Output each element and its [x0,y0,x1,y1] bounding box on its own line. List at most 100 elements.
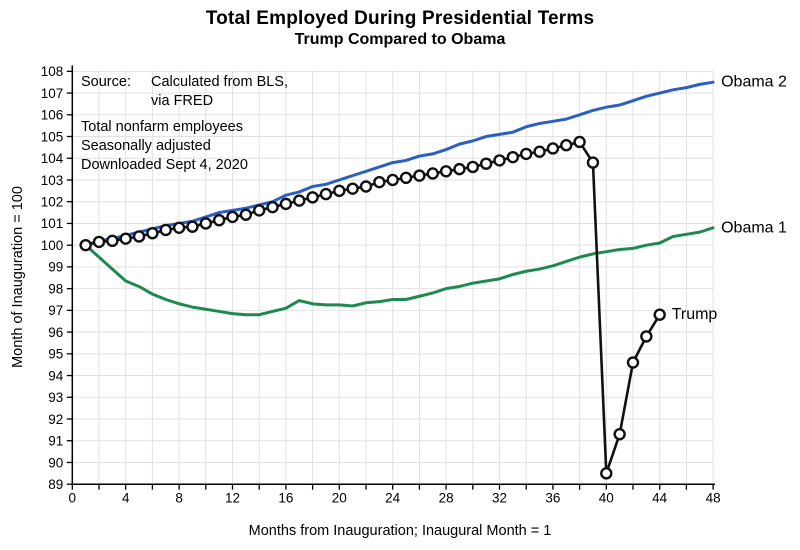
data-point-marker [426,167,439,180]
data-point-marker [613,428,626,441]
data-point-marker [586,156,600,169]
y-axis-title: Month of Inauguration = 100 [10,186,26,368]
data-point-marker [266,200,279,214]
x-tick-label: 8 [175,491,183,506]
x-tick-label: 24 [385,491,401,506]
data-point-marker [146,227,159,240]
chart-title: Total Employed During Presidential Terms [205,8,595,29]
note-line: Seasonally adjusted [81,138,211,154]
data-point-marker [346,182,359,195]
x-tick-label: 36 [545,491,560,506]
x-tick-label: 28 [439,491,454,506]
y-tick-label: 98 [48,281,63,296]
x-tick-label: 44 [652,491,668,506]
y-tick-label: 103 [41,173,64,188]
source-annotation: Source: Calculated from BLS, via FRED Tot… [81,73,288,175]
y-tick-label: 107 [41,86,64,101]
x-tick-label: 40 [599,491,614,506]
data-point-marker [573,135,586,149]
data-point-marker [132,230,146,243]
chart-subtitle: Trump Compared to Obama [294,31,506,48]
data-notes: Total nonfarm employees Seasonally adjus… [81,118,288,175]
y-tick-label: 104 [41,151,64,166]
data-point-marker [293,194,306,207]
data-point-marker [159,223,172,237]
source-line-1: Source: Calculated from BLS, [81,73,288,92]
data-point-marker [373,175,386,189]
series-obama-1-line [84,226,715,317]
series-trump-markers [79,135,666,480]
data-point-marker [239,208,253,221]
y-tick-label: 92 [48,412,63,427]
data-point-marker [253,204,266,217]
data-point-marker [212,213,226,227]
axes [66,65,716,490]
series-label-trump: Trump [672,306,718,323]
data-point-marker [520,147,533,161]
x-tick-label: 12 [225,491,240,506]
note-line: Total nonfarm employees [81,119,243,135]
data-point-marker [546,142,560,155]
data-point-marker [533,145,546,158]
data-point-marker [119,232,132,245]
y-tick-label: 105 [41,129,64,144]
data-point-marker [413,169,426,182]
data-point-marker [79,238,92,252]
y-tick-label: 99 [48,260,63,275]
source-line-2: via FRED [151,93,214,109]
source-label: Source: [81,74,131,90]
data-point-marker [506,150,520,164]
data-point-marker [466,160,479,174]
y-tick-label: 91 [48,434,63,449]
y-tick-label: 102 [41,195,64,210]
x-tick-label: 16 [278,491,293,506]
data-point-marker [399,171,413,185]
y-tick-label: 95 [48,347,63,362]
series-label-obama-2: Obama 2 [721,74,787,91]
data-point-marker [92,235,106,249]
x-tick-label: 48 [706,491,721,506]
data-point-marker [279,197,293,211]
data-point-marker [359,180,373,193]
data-point-marker [172,221,186,234]
y-tick-label: 100 [41,238,64,253]
y-tick-label: 94 [48,368,64,383]
data-point-marker [640,330,653,343]
y-tick-label: 93 [48,390,63,405]
y-tick-label: 89 [48,477,63,492]
data-point-marker [479,157,493,170]
x-tick-label: 0 [69,491,77,506]
data-point-marker [306,191,319,204]
gridlines [72,70,714,485]
data-point-marker [186,220,199,233]
data-point-marker [453,162,466,176]
x-tick-label: 20 [332,491,347,506]
data-point-marker [386,173,399,187]
data-point-marker [199,217,213,230]
data-point-marker [626,356,640,369]
y-tick-label: 106 [41,108,64,123]
y-tick-label: 108 [41,64,64,79]
data-point-marker [653,308,666,321]
series-trump: Trump [84,140,718,475]
data-point-marker [560,139,573,152]
data-point-marker [600,467,613,480]
tick-labels: 0 4 8 12 16 20 24 28 32 36 40 44 4889909192939495969… [41,64,721,506]
note-line: Downloaded Sept 4, 2020 [81,157,248,173]
data-point-marker [226,210,239,224]
data-point-marker [333,184,346,198]
data-point-marker [493,154,506,167]
series-obama-1: Obama 1 [84,219,787,317]
x-tick-label: 4 [122,491,130,506]
data-point-marker [319,187,333,201]
series-label-obama-1: Obama 1 [721,219,787,236]
data-point-marker [106,234,119,248]
data-point-marker [439,165,453,178]
x-tick-label: 32 [492,491,507,506]
x-axis-title: Months from Inauguration; Inaugural Mont… [248,523,552,539]
y-tick-label: 97 [48,303,63,318]
y-tick-label: 96 [48,325,63,340]
y-tick-label: 101 [41,216,64,231]
